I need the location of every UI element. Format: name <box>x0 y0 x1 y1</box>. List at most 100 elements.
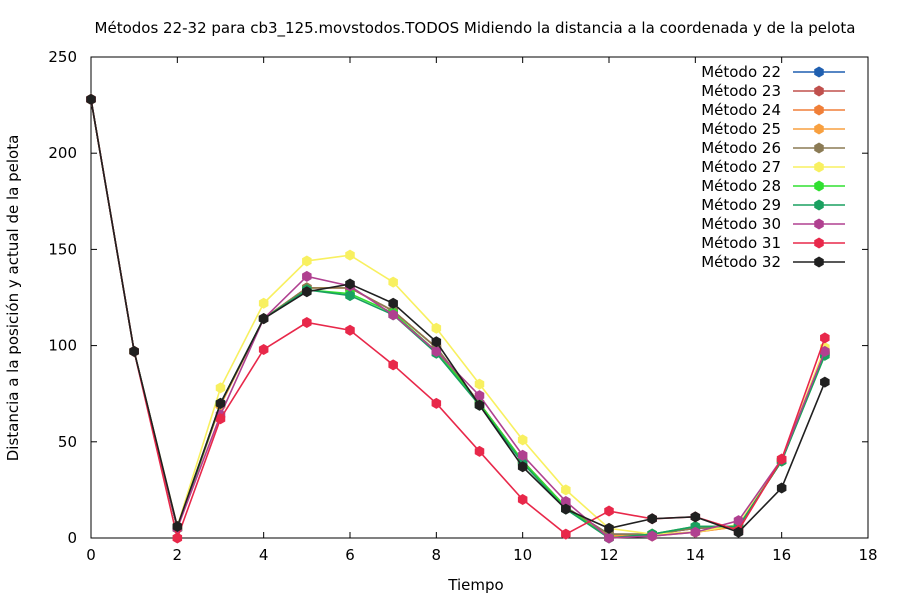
legend-swatch-marker <box>814 180 824 192</box>
data-point <box>172 520 183 532</box>
series-line <box>90 99 826 534</box>
data-point <box>215 397 226 409</box>
data-point <box>345 249 355 261</box>
legend-item: Método 25 <box>701 120 845 138</box>
legend-label: Método 28 <box>701 177 781 195</box>
legend-item: Método 30 <box>701 215 845 233</box>
legend-swatch-marker <box>814 199 824 211</box>
data-point <box>302 255 312 267</box>
legend-item: Método 27 <box>701 158 845 176</box>
x-axis-label: Tiempo <box>447 576 503 594</box>
data-point <box>517 461 528 473</box>
x-tick-label: 0 <box>86 546 96 564</box>
legend-item: Método 29 <box>701 196 845 214</box>
y-tick-label: 0 <box>67 529 77 547</box>
data-point <box>388 276 398 288</box>
data-point <box>215 413 226 425</box>
x-tick-label: 14 <box>686 546 705 564</box>
data-point <box>733 526 744 538</box>
legend-swatch-marker <box>814 237 824 249</box>
data-point <box>258 313 269 325</box>
data-point <box>215 382 226 394</box>
y-tick-label: 100 <box>48 337 77 355</box>
data-point <box>517 449 528 461</box>
data-point <box>561 495 571 507</box>
legend-item: Método 32 <box>701 253 845 271</box>
x-tick-label: 16 <box>772 546 791 564</box>
data-point <box>733 515 744 527</box>
legend-swatch-marker <box>814 66 824 78</box>
data-point <box>345 278 355 290</box>
x-axis-ticks: 0 2 4 6 8 10 12 14 16 18 <box>86 57 878 564</box>
legend-label: Método 25 <box>701 120 781 138</box>
data-point <box>431 397 442 409</box>
data-point <box>258 297 269 309</box>
x-tick-label: 10 <box>513 546 532 564</box>
data-point <box>302 286 312 298</box>
x-tick-label: 8 <box>432 546 442 564</box>
legend-swatch-marker <box>814 142 824 154</box>
data-point <box>431 336 442 348</box>
data-point <box>820 332 830 344</box>
data-point <box>388 297 398 309</box>
legend-label: Método 24 <box>701 101 781 119</box>
chart-title: Métodos 22-32 para cb3_125.movstodos.TOD… <box>95 19 856 38</box>
x-tick-label: 6 <box>345 546 355 564</box>
legend-label: Método 31 <box>701 234 781 252</box>
data-point <box>561 484 571 496</box>
legend-label: Método 29 <box>701 196 781 214</box>
data-point <box>345 290 355 302</box>
legend-item: Método 23 <box>701 82 845 100</box>
legend-swatch-marker <box>814 85 824 97</box>
data-point <box>302 270 312 282</box>
x-tick-label: 18 <box>858 546 877 564</box>
data-point <box>820 345 830 357</box>
y-tick-label: 200 <box>48 144 77 162</box>
data-point <box>388 309 398 321</box>
legend-swatch-marker <box>814 256 824 268</box>
legend-item: Método 22 <box>701 63 845 81</box>
legend-label: Método 22 <box>701 63 781 81</box>
data-point <box>172 532 183 544</box>
legend-label: Método 26 <box>701 139 781 157</box>
data-point <box>431 345 442 357</box>
legend-label: Método 30 <box>701 215 781 233</box>
y-axis-label: Distancia a la posición y actual de la p… <box>4 135 22 462</box>
series-group <box>86 93 830 544</box>
y-tick-label: 50 <box>58 433 77 451</box>
data-point <box>820 376 830 388</box>
data-point <box>474 378 485 390</box>
data-point <box>690 511 701 523</box>
data-point <box>302 317 312 329</box>
data-point <box>388 359 398 371</box>
y-tick-label: 250 <box>48 48 77 66</box>
legend-swatch-marker <box>814 161 824 173</box>
legend-item: Método 24 <box>701 101 845 119</box>
legend-item: Método 31 <box>701 234 845 252</box>
legend-label: Método 32 <box>701 253 781 271</box>
data-point <box>345 324 355 336</box>
legend-label: Método 27 <box>701 158 781 176</box>
x-tick-label: 4 <box>259 546 269 564</box>
data-point <box>604 532 614 544</box>
data-point <box>431 322 442 334</box>
legend-label: Método 23 <box>701 82 781 100</box>
legend-swatch-marker <box>814 123 824 135</box>
data-point <box>86 93 96 105</box>
data-point <box>258 343 269 355</box>
y-axis-ticks: 0 50 100 150 200 250 <box>48 48 868 547</box>
plot-frame <box>90 56 869 539</box>
data-point <box>561 503 571 515</box>
x-tick-label: 12 <box>599 546 618 564</box>
data-point <box>776 453 787 465</box>
data-point <box>647 513 657 525</box>
legend-swatch-marker <box>814 104 824 116</box>
plot-border <box>90 56 869 539</box>
y-tick-label: 150 <box>48 240 77 258</box>
data-point <box>776 482 787 494</box>
data-point <box>604 522 614 534</box>
data-point <box>129 345 139 357</box>
data-point <box>474 445 485 457</box>
data-point <box>690 526 701 538</box>
